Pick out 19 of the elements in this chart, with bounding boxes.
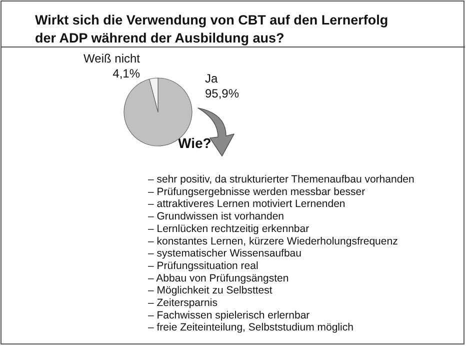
text: – Prüfungssituation real (148, 260, 258, 272)
slice-label: Weiß nicht (84, 52, 141, 66)
data-label: 95,9% (205, 86, 240, 100)
text: – Lernlücken rechtzeitig erkennbar (148, 222, 310, 235)
text: – Möglichkeit zu Selbsttest (148, 284, 272, 297)
text: Wie? (178, 135, 212, 151)
text: – Zeitersparnis (148, 297, 218, 309)
text: – Fachwissen spielerisch erlernbar (148, 309, 310, 322)
text: – konstantes Lernen, kürzere Wiederholungsfrequenz (148, 235, 398, 248)
text: – Prüfungsergebnisse werden messbar besser (148, 186, 366, 198)
text: – Grundwissen ist vorhanden (148, 210, 284, 223)
text: – sehr positiv, da strukturierter Themenaufbau vorhanden (148, 174, 415, 186)
text: – attraktiveres Lernen motiviert Lernenden (148, 198, 346, 210)
chart-title: Wirkt sich die Verwendung von CBT auf den Lernerfolg der ADP während der Ausbildung aus? (35, 12, 388, 46)
data-label: 4,1% (112, 66, 140, 80)
text: – systematischer Wissensaufbau (148, 248, 302, 260)
slice-label: Ja (205, 72, 218, 86)
text: – Abbau von Prüfungsängsten (148, 272, 289, 284)
text: – freie Zeiteinteilung, Selbststudium möglich (148, 322, 354, 334)
